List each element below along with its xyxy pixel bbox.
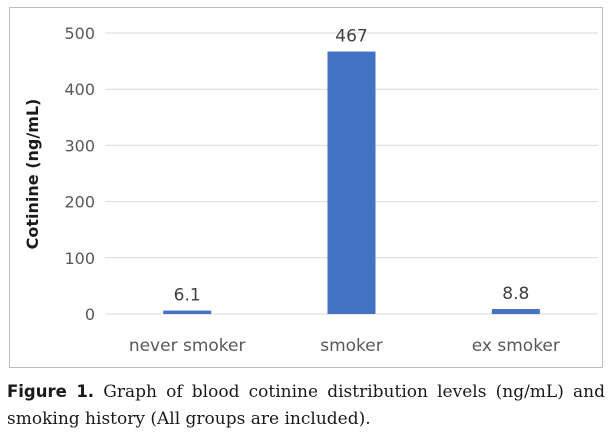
caption-text: Graph of blood cotinine distribution lev… xyxy=(7,382,605,429)
bars xyxy=(163,51,540,315)
x-axis-tick-labels: never smoker smoker ex smoker xyxy=(129,336,560,356)
y-tick-label-500: 500 xyxy=(64,24,95,43)
bar-never-smoker xyxy=(163,310,212,314)
y-tick-label-200: 200 xyxy=(64,193,95,212)
x-tick-label-smoker: smoker xyxy=(320,336,383,356)
y-tick-label-400: 400 xyxy=(64,80,95,99)
data-label-smoker: 467 xyxy=(335,27,367,47)
y-tick-label-300: 300 xyxy=(64,136,95,155)
bar-smoker xyxy=(327,51,376,315)
chart-frame: 0 100 200 300 400 500 6.1 467 8.8 never smoker s… xyxy=(9,7,603,368)
y-tick-label-100: 100 xyxy=(64,249,95,268)
y-tick-label-0: 0 xyxy=(85,305,95,324)
data-labels: 6.1 467 8.8 xyxy=(174,27,530,306)
data-label-ex-smoker: 8.8 xyxy=(502,284,529,304)
bar-ex-smoker xyxy=(491,309,540,314)
x-tick-label-ex-smoker: ex smoker xyxy=(472,336,560,356)
data-label-never-smoker: 6.1 xyxy=(174,286,201,306)
y-axis-tick-labels: 0 100 200 300 400 500 xyxy=(64,24,95,324)
x-tick-label-never-smoker: never smoker xyxy=(129,336,246,356)
cotinine-bar-chart: 0 100 200 300 400 500 6.1 467 8.8 never smoker s… xyxy=(23,24,598,356)
y-axis-title: Cotinine (ng/mL) xyxy=(23,99,42,250)
figure-label: Figure 1. xyxy=(7,382,95,401)
figure-caption: Figure 1. Graph of blood cotinine distri… xyxy=(7,378,605,433)
